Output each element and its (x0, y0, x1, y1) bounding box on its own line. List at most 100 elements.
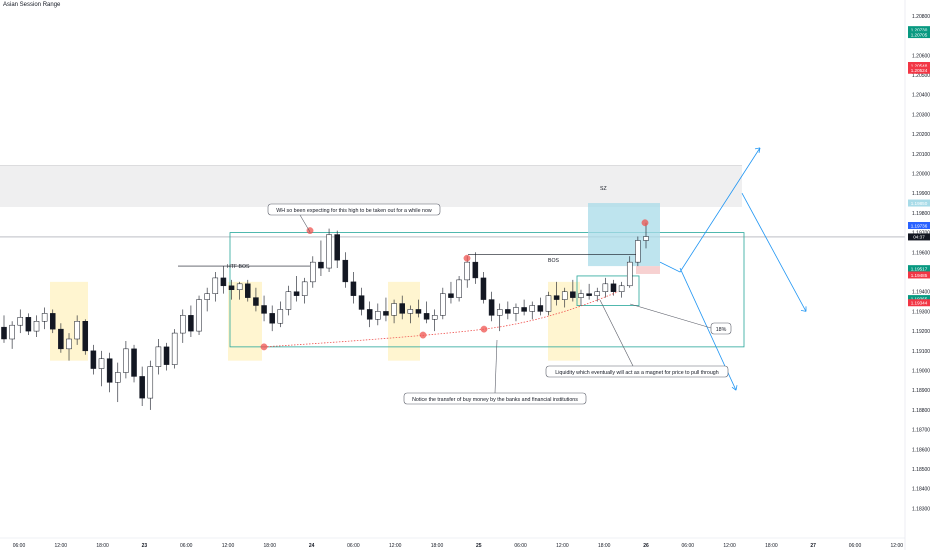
time-tick-label: 06:00 (13, 543, 26, 549)
liquidity-line (263, 291, 619, 348)
arrowhead (754, 147, 761, 153)
candle-body (383, 311, 389, 316)
price-tick-label: 1.20100 (912, 152, 930, 158)
candle-body (277, 309, 284, 324)
candle-body (41, 313, 48, 322)
time-tick-label: 06:00 (180, 543, 193, 549)
candle-body (326, 234, 332, 269)
price-tick-label: 1.19000 (912, 369, 930, 375)
note-pct-pointer (629, 303, 712, 329)
candle-body (618, 285, 625, 292)
candle-body (472, 261, 479, 279)
candle-body (106, 358, 113, 383)
candle-body (334, 234, 340, 261)
candle-body (228, 285, 235, 290)
candle-body (570, 291, 576, 298)
price-tick-label: 1.19100 (912, 349, 930, 355)
session-highlight (388, 281, 420, 361)
candle-body (90, 350, 97, 369)
note-liquidity-box (545, 365, 729, 378)
candle-body (139, 376, 145, 399)
time-tick-label: 26 (643, 543, 649, 549)
price-tag (908, 62, 930, 70)
price-tag-label: 1.20705 (911, 32, 928, 37)
candle-body (431, 315, 438, 320)
time-tick-label: 06:00 (347, 543, 360, 549)
zones-layer (0, 165, 905, 361)
candle-body (407, 309, 414, 314)
note-transfer-pointer (494, 339, 498, 394)
candle-body (456, 279, 462, 298)
candle-body (123, 348, 129, 373)
time-tick-label: 18:00 (264, 543, 277, 549)
candle-body (253, 297, 259, 306)
time-tick-label: 18:00 (431, 543, 444, 549)
candle-body (147, 366, 154, 399)
price-tick-label: 1.19400 (912, 290, 930, 296)
candle-body (212, 277, 219, 294)
price-tag (908, 233, 930, 241)
candle-body (488, 299, 495, 316)
candle-body (448, 293, 454, 298)
price-tick-label: 1.19800 (912, 211, 930, 217)
price-tag (908, 26, 930, 34)
candle-body (131, 348, 137, 377)
chart-title: Asian Session Range (3, 2, 61, 8)
candle-body (366, 309, 373, 320)
note-liquidity: Liquidity which eventually will act as a… (555, 370, 718, 376)
pivot-marker (463, 254, 471, 262)
price-tick-label: 1.19900 (912, 191, 930, 197)
price-tick-label: 1.20000 (912, 171, 930, 177)
label-htf-bos: HTF BOS (227, 264, 250, 270)
candle-body (537, 305, 544, 312)
candle-body (545, 295, 552, 312)
candle-body (521, 307, 527, 312)
label-bos: BOS (548, 258, 559, 264)
note-liquidity-pointer (599, 299, 634, 367)
price-tag-label: 1.20730 (911, 27, 928, 32)
price-tick-label: 1.18400 (912, 487, 930, 493)
price-tag (908, 295, 930, 303)
label-sz: SZ (600, 186, 607, 192)
candle-body (318, 261, 324, 269)
time-tick-label: 12:00 (222, 543, 235, 549)
position-profit-zone (588, 203, 660, 267)
note-pct: 18% (716, 327, 727, 333)
accumulation-box (576, 275, 640, 306)
candle-body (602, 283, 609, 292)
price-tick-label: 1.18500 (912, 467, 930, 473)
price-tag (908, 299, 930, 307)
price-tick-label: 1.18300 (912, 506, 930, 512)
candle-body (375, 311, 381, 320)
candle-body (529, 305, 535, 312)
time-tick-label: 18:00 (96, 543, 109, 549)
time-tick-label: 18:00 (765, 543, 778, 549)
price-tag-label: 1.19850 (911, 201, 928, 206)
price-tick-label: 1.20400 (912, 93, 930, 99)
pivot-marker (480, 325, 488, 333)
candle-body (33, 321, 40, 332)
notes-layer: WH so been expecting for this high to be… (227, 186, 732, 405)
candle-body (196, 299, 202, 332)
price-tick-label: 1.18900 (912, 388, 930, 394)
pivot-marker (260, 343, 268, 351)
note-high-pointer (299, 214, 311, 233)
candle-body (496, 309, 503, 316)
time-tick-label: 12:00 (556, 543, 569, 549)
candle-body (17, 317, 24, 326)
candle-body (9, 324, 15, 340)
supply-zone (0, 165, 742, 207)
candle-body (480, 277, 487, 300)
candle-body (261, 305, 267, 314)
candle-body (269, 313, 275, 324)
price-tag (908, 221, 930, 229)
candle-body (163, 346, 170, 365)
candle-body (188, 315, 194, 332)
candle-body (74, 321, 80, 340)
time-tick-label: 12:00 (389, 543, 402, 549)
price-tag-label: 1.19365 (911, 296, 928, 301)
candle-body (342, 259, 349, 283)
arrowhead (731, 385, 738, 391)
candle-body (505, 309, 511, 314)
